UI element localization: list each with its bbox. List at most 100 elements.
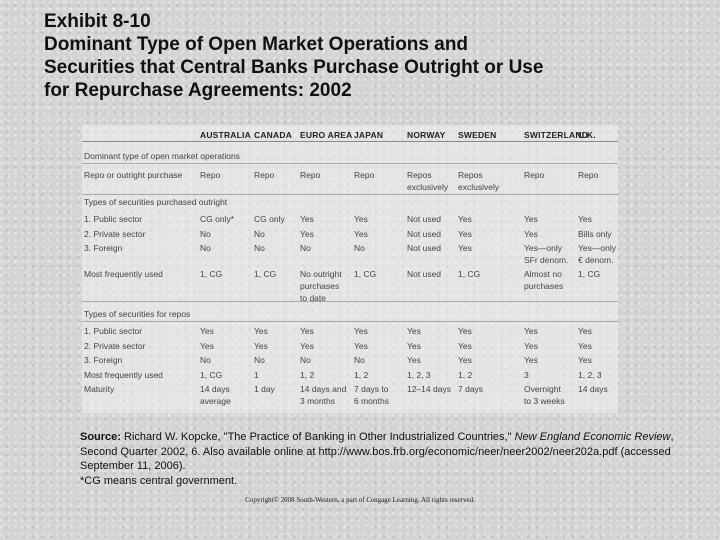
table-rule bbox=[82, 163, 618, 164]
table-cell: average bbox=[200, 396, 231, 406]
table-cell: Yes bbox=[578, 355, 592, 365]
table-cell: 1 day bbox=[254, 384, 275, 394]
table-cell: Yes—only bbox=[578, 243, 616, 253]
row-label: 1. Public sector bbox=[84, 326, 143, 336]
table-cell: Yes bbox=[200, 340, 214, 351]
table-cell: No bbox=[254, 243, 265, 253]
table-rule bbox=[82, 301, 618, 302]
table-cell: Repo bbox=[200, 170, 221, 180]
table-cell: purchases bbox=[300, 281, 340, 291]
table-cell: No bbox=[300, 243, 311, 253]
row-label: 2. Private sector bbox=[84, 228, 146, 239]
table-cell: Yes bbox=[458, 214, 472, 224]
table-cell: No bbox=[200, 355, 211, 365]
table-cell: 14 days bbox=[200, 384, 230, 394]
table-cell: 1, CG bbox=[354, 269, 377, 279]
table-cell: exclusively bbox=[407, 182, 449, 192]
table-cell: No outright bbox=[300, 269, 342, 279]
source-label: Source: bbox=[80, 431, 121, 443]
source-footnote: *CG means central government. bbox=[80, 474, 238, 487]
table-cell: Yes bbox=[524, 355, 538, 365]
row-label: 1. Public sector bbox=[84, 214, 143, 224]
table-cell: 1, 2 bbox=[300, 369, 315, 380]
table-cell: exclusively bbox=[458, 182, 500, 192]
title-line-3: Securities that Central Banks Purchase O… bbox=[44, 57, 544, 78]
table-cell: to date bbox=[300, 293, 326, 303]
table-cell: 3 months bbox=[300, 396, 335, 406]
table-cell: Not used bbox=[407, 243, 442, 253]
column-header: JAPAN bbox=[354, 130, 384, 140]
table-cell: Yes bbox=[458, 326, 472, 336]
table-cell: Yes bbox=[524, 326, 538, 336]
table-cell: Repos bbox=[458, 170, 483, 180]
source-journal: New England Economic Review bbox=[514, 431, 671, 443]
row-label: Maturity bbox=[84, 384, 115, 394]
table-cell: Overnight bbox=[524, 384, 561, 394]
table-cell: Not used bbox=[407, 214, 442, 224]
table-rule bbox=[82, 321, 618, 322]
table-rule bbox=[82, 141, 618, 142]
table-cell: Yes bbox=[578, 340, 592, 351]
table-cell: Yes bbox=[407, 340, 421, 351]
table-cell: Almost no bbox=[524, 269, 562, 279]
table-cell: purchases bbox=[524, 281, 564, 291]
table-cell: Yes—only bbox=[524, 243, 562, 253]
table-cell: 1, CG bbox=[458, 269, 481, 279]
table-cell: No bbox=[200, 228, 211, 239]
table-cell: No bbox=[200, 243, 211, 253]
table-cell: Yes bbox=[354, 326, 368, 336]
table-cell: Yes bbox=[578, 214, 592, 224]
table-cell: No bbox=[254, 228, 265, 239]
column-header: SWITZERLAND bbox=[524, 130, 589, 140]
table-cell: Yes bbox=[254, 326, 268, 336]
title-line-2: Dominant Type of Open Market Operations … bbox=[44, 34, 469, 55]
column-header: EURO AREA bbox=[300, 130, 353, 140]
table-cell: Yes bbox=[458, 228, 472, 239]
table-cell: Yes bbox=[200, 326, 214, 336]
table-cell: Repos bbox=[407, 170, 432, 180]
table-cell: 7 days bbox=[458, 384, 484, 394]
source-text-1: Richard W. Kopcke, "The Practice of Bank… bbox=[120, 431, 515, 443]
table-cell: 6 months bbox=[354, 396, 389, 406]
column-header: U.K. bbox=[578, 130, 596, 140]
title-line-4: for Repurchase Agreements: 2002 bbox=[44, 80, 352, 101]
row-label: Repo or outright purchase bbox=[84, 170, 183, 180]
section-heading: Types of securities for repos bbox=[84, 309, 191, 319]
table-cell: No bbox=[300, 355, 311, 365]
table-cell: Repo bbox=[300, 170, 321, 180]
copyright-notice: Copyright© 2008 South-Western, a part of… bbox=[245, 496, 475, 504]
table-cell: 14 days and bbox=[300, 384, 347, 394]
source-text-2: , Second Quarter 2002, 6. Also available… bbox=[80, 431, 674, 472]
table-cell: Yes bbox=[300, 214, 314, 224]
table-cell: 1, CG bbox=[200, 269, 223, 279]
exhibit-table: AUSTRALIA CANADA EURO AREA JAPAN NORWAY SWEDE… bbox=[82, 125, 618, 413]
table-cell: Yes bbox=[300, 340, 314, 351]
table-cell: Not used bbox=[407, 228, 442, 239]
table-cell: No bbox=[354, 243, 365, 253]
table-cell: 1, CG bbox=[200, 369, 223, 380]
exhibit-title: Exhibit 8-10 Dominant Type of Open Marke… bbox=[44, 10, 704, 102]
table-cell: 1, 2 bbox=[354, 369, 369, 380]
table-cell: Yes bbox=[354, 228, 368, 239]
row-label: Most frequently used bbox=[84, 269, 163, 279]
table-cell: 12–14 days bbox=[407, 384, 451, 394]
table-cell: No bbox=[354, 355, 365, 365]
table-cell: 1, 2 bbox=[458, 369, 473, 380]
table-cell: Yes bbox=[407, 355, 421, 365]
table-cell: Yes bbox=[458, 355, 472, 365]
table-cell: Yes bbox=[354, 214, 368, 224]
title-line-1: Exhibit 8-10 bbox=[44, 11, 151, 32]
table-cell: Yes bbox=[354, 340, 368, 351]
table-cell: Yes bbox=[300, 228, 314, 239]
table-cell: Bills only bbox=[578, 228, 612, 239]
table-cell: CG only* bbox=[200, 214, 235, 224]
table-cell: 1, CG bbox=[254, 269, 277, 279]
table-cell: Yes bbox=[254, 340, 268, 351]
table-cell: SFr denom. bbox=[524, 255, 569, 265]
table-cell: Yes bbox=[524, 214, 538, 224]
row-label: 3. Foreign bbox=[84, 355, 123, 365]
table-cell: Repo bbox=[524, 170, 545, 180]
table-cell: Repo bbox=[578, 170, 599, 180]
table-cell: Not used bbox=[407, 269, 442, 279]
table-cell: 1, 2, 3 bbox=[407, 369, 431, 380]
